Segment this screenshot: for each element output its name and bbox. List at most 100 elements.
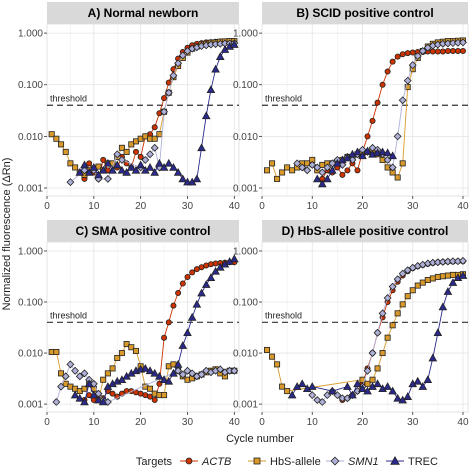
data-point xyxy=(61,372,70,381)
data-point xyxy=(95,163,102,170)
data-point xyxy=(84,167,94,176)
data-point xyxy=(364,133,371,140)
x-tick-label: 20 xyxy=(357,201,369,212)
data-point xyxy=(178,174,188,183)
data-point xyxy=(48,131,55,138)
y-tick-label: 0.100 xyxy=(233,298,258,309)
data-point xyxy=(374,99,381,106)
data-point xyxy=(343,382,352,390)
data-point xyxy=(53,348,60,355)
data-point xyxy=(131,165,141,174)
data-point xyxy=(72,164,79,171)
data-point xyxy=(75,372,84,381)
series-trec xyxy=(70,254,239,406)
data-point xyxy=(399,51,406,58)
data-point xyxy=(358,151,367,160)
data-point xyxy=(155,371,164,380)
data-point xyxy=(151,124,158,131)
data-point xyxy=(369,376,376,383)
panel-title: C) SMA positive control xyxy=(76,224,211,238)
data-point xyxy=(165,319,172,326)
data-point xyxy=(66,178,75,187)
data-point xyxy=(393,132,402,141)
data-point xyxy=(428,353,438,362)
data-point xyxy=(378,309,387,318)
data-point xyxy=(413,52,422,60)
legend-marker xyxy=(330,456,340,466)
data-point xyxy=(399,301,406,308)
data-point xyxy=(304,160,311,167)
data-point xyxy=(388,151,397,160)
data-point xyxy=(117,155,126,164)
data-point xyxy=(439,273,446,280)
y-tick-label: 0.010 xyxy=(18,349,43,360)
data-point xyxy=(264,167,271,174)
data-point xyxy=(348,390,357,399)
series-trec xyxy=(312,146,397,188)
series-trec xyxy=(287,271,468,404)
panel-4: D) HbS-allele positive control 0 10 20 30 40 0… xyxy=(233,220,469,428)
data-point xyxy=(383,382,392,390)
data-point xyxy=(459,256,467,265)
data-point xyxy=(297,379,307,388)
data-point xyxy=(358,384,367,393)
data-point xyxy=(423,375,433,384)
data-point xyxy=(318,398,327,406)
y-tick-label: 0.010 xyxy=(18,132,43,143)
data-point xyxy=(418,47,427,55)
data-point xyxy=(414,282,421,289)
y-tick-label: 0.100 xyxy=(18,80,43,91)
data-point xyxy=(169,368,178,377)
data-point xyxy=(284,164,291,171)
data-point xyxy=(161,334,168,341)
legend-label: HbS-allele xyxy=(270,456,321,468)
data-point xyxy=(322,174,332,183)
data-point xyxy=(132,148,139,155)
data-point xyxy=(308,160,317,169)
data-point xyxy=(109,365,116,372)
data-point xyxy=(389,58,396,65)
data-point xyxy=(308,391,317,400)
data-point xyxy=(146,150,154,159)
legend-title: Targets xyxy=(136,456,173,468)
data-point xyxy=(444,272,451,279)
data-point xyxy=(388,282,397,291)
legend-marker xyxy=(185,457,193,465)
data-point xyxy=(141,363,150,372)
data-point xyxy=(313,163,322,172)
data-point xyxy=(147,385,154,392)
x-tick-label: 40 xyxy=(457,417,469,428)
data-point xyxy=(373,328,382,337)
data-point xyxy=(94,170,103,179)
panel-title: B) SCID positive control xyxy=(296,6,433,20)
data-point xyxy=(103,174,112,183)
panel-3: C) SMA positive control 0 10 20 30 40 0.001 0.0… xyxy=(18,220,240,428)
data-point xyxy=(389,322,396,329)
data-point xyxy=(66,360,75,369)
data-point xyxy=(394,174,401,181)
data-point xyxy=(287,390,297,399)
data-point xyxy=(369,117,376,124)
data-point xyxy=(178,341,188,349)
data-point xyxy=(197,288,206,297)
data-point xyxy=(458,271,468,279)
data-point xyxy=(192,299,202,308)
data-point xyxy=(429,48,436,55)
data-point xyxy=(279,169,286,176)
data-point xyxy=(57,382,65,391)
data-point xyxy=(145,162,155,171)
legend-label: SMN1 xyxy=(348,456,379,468)
data-point xyxy=(413,376,423,385)
data-point xyxy=(178,370,187,379)
panel-2: B) SCID positive control 0 10 20 30 40 0.001 0.… xyxy=(233,2,469,212)
data-point xyxy=(122,167,131,176)
data-point xyxy=(383,148,392,157)
series-smn1 xyxy=(308,256,467,406)
data-point xyxy=(279,383,286,390)
data-point xyxy=(151,135,158,142)
y-tick-label: 0.001 xyxy=(233,184,258,195)
x-tick-label: 0 xyxy=(259,201,265,212)
panel-strip xyxy=(262,2,468,24)
data-point xyxy=(404,50,411,57)
